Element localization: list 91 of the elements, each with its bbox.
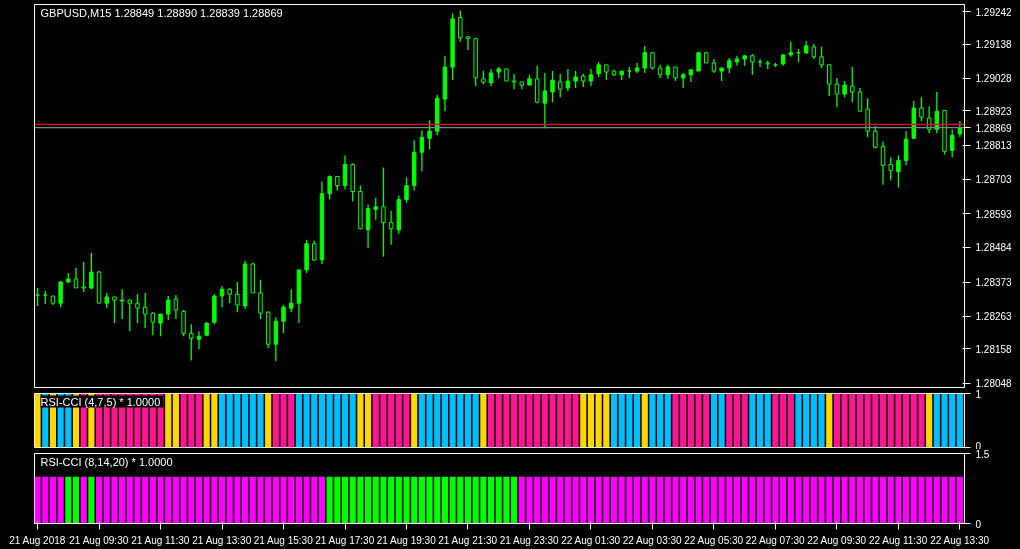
candlestick — [834, 77, 840, 108]
candlestick — [850, 66, 855, 103]
candlestick — [404, 176, 409, 204]
y-tick-label: 1.29028 — [975, 73, 1013, 85]
candlestick — [342, 154, 348, 191]
x-tick-label: 21 Aug 15:30 — [253, 534, 314, 546]
candlestick — [419, 129, 425, 173]
x-tick-label: 22 Aug 03:30 — [622, 534, 683, 546]
candlestick — [119, 288, 125, 320]
y-tick-label: 1.29138 — [975, 39, 1013, 51]
y-tick-label: 1.29242 — [975, 6, 1013, 18]
candlestick — [458, 10, 463, 43]
y-tick-label: 1.28158 — [975, 343, 1013, 355]
x-tick-label: 21 Aug 17:30 — [315, 534, 375, 546]
chart-title: RSI-CCI (8,14,20) * 1.0000 — [40, 455, 173, 468]
y-tick-label: 1.28813 — [975, 140, 1013, 152]
candlestick — [73, 267, 79, 289]
x-tick-label: 21 Aug 13:30 — [192, 534, 252, 546]
y-tick-label: 1.28048 — [975, 378, 1013, 390]
candlestick — [550, 70, 555, 103]
x-tick-label: 22 Aug 07:30 — [745, 534, 806, 546]
candlestick — [888, 156, 893, 182]
candlestick — [926, 105, 932, 134]
candlestick — [135, 293, 140, 324]
candlestick — [112, 296, 117, 324]
candlestick — [258, 279, 263, 320]
candlestick — [288, 288, 294, 313]
candlestick — [427, 119, 432, 150]
chart-title: GBPUSD,M15 1.28849 1.28890 1.28839 1.28869 — [40, 6, 283, 19]
candlestick — [142, 292, 148, 329]
candlestick — [189, 323, 194, 362]
y-tick-label: 1.28263 — [975, 311, 1013, 323]
x-tick-label: 21 Aug 23:30 — [499, 534, 560, 546]
y-tick-label: 1.28593 — [975, 208, 1013, 220]
chart-title: RSI-CCI (4,7,5) * 1.0000 — [40, 395, 161, 408]
x-tick-label: 21 Aug 19:30 — [376, 534, 437, 546]
candlestick — [158, 313, 163, 337]
candlestick — [896, 154, 901, 189]
candlestick — [196, 330, 202, 350]
candlestick — [557, 73, 563, 98]
candlestick — [750, 53, 755, 76]
candlestick — [865, 97, 870, 138]
y-tick-label: 1.28373 — [975, 277, 1013, 289]
candlestick — [880, 140, 886, 186]
candlestick — [327, 174, 332, 201]
candlestick — [542, 72, 548, 129]
candlestick — [150, 311, 156, 336]
candlestick — [58, 280, 63, 308]
x-tick-label: 22 Aug 09:30 — [807, 534, 867, 546]
candlestick — [819, 46, 824, 69]
candlestick — [381, 166, 386, 258]
candlestick — [565, 68, 571, 92]
x-tick-label: 22 Aug 01:30 — [561, 534, 621, 546]
x-tick-label: 22 Aug 05:30 — [684, 534, 744, 546]
y-tick-label: 1.28703 — [975, 174, 1013, 186]
candlestick — [465, 35, 471, 51]
candlestick — [857, 87, 863, 112]
x-tick-label: 21 Aug 2018 — [9, 534, 66, 546]
y-tick-label: 1.28923 — [975, 105, 1013, 117]
candlestick — [696, 52, 701, 72]
candlestick — [235, 281, 240, 313]
candlestick — [81, 261, 86, 293]
y-tick-label: 1.28484 — [975, 242, 1013, 254]
candlestick — [919, 96, 924, 122]
x-tick-label: 22 Aug 13:30 — [930, 534, 990, 546]
candlestick — [365, 203, 371, 249]
candlestick — [511, 73, 517, 90]
candlestick — [388, 210, 394, 246]
candlestick — [166, 295, 171, 321]
candlestick — [949, 128, 955, 158]
y-tick-label: 1 — [975, 388, 982, 400]
ref-line-label: 1.28869 — [975, 122, 1013, 134]
candlestick — [181, 309, 186, 337]
x-tick-label: 21 Aug 09:30 — [69, 534, 129, 546]
candlestick — [173, 294, 179, 320]
y-tick-label: 0 — [975, 518, 982, 530]
candlestick — [89, 252, 94, 290]
candlestick — [281, 304, 286, 335]
candlestick — [534, 65, 540, 104]
candlestick — [373, 197, 378, 221]
x-tick-label: 21 Aug 11:30 — [131, 534, 190, 546]
candlestick — [903, 130, 909, 166]
x-tick-label: 22 Aug 11:30 — [869, 534, 928, 546]
candlestick — [642, 45, 647, 74]
candlestick — [312, 240, 317, 262]
candlestick — [219, 285, 225, 308]
x-tick-label: 21 Aug 21:30 — [438, 534, 498, 546]
candlestick — [127, 299, 133, 332]
candlestick — [273, 316, 279, 363]
candlestick — [757, 58, 763, 68]
candlestick — [827, 63, 832, 97]
